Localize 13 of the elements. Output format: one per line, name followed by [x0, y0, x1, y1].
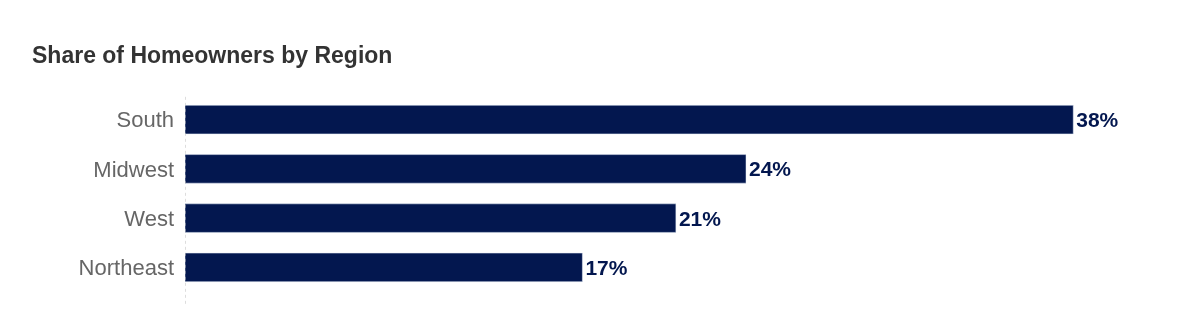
data-label: 21%: [678, 206, 722, 230]
chart-title: Share of Homeowners by Region: [32, 42, 393, 69]
data-label: 24%: [749, 157, 792, 181]
bar: [185, 203, 677, 233]
y-tick-label: South: [116, 107, 174, 133]
bar: [185, 252, 583, 282]
bar: [185, 154, 747, 184]
data-label: 38%: [1076, 108, 1119, 132]
data-label: 17%: [585, 255, 628, 279]
y-tick-label: West: [124, 205, 174, 231]
y-tick-label: Northeast: [78, 255, 174, 281]
y-tick-label: Midwest: [93, 156, 174, 182]
bar: [185, 105, 1074, 135]
